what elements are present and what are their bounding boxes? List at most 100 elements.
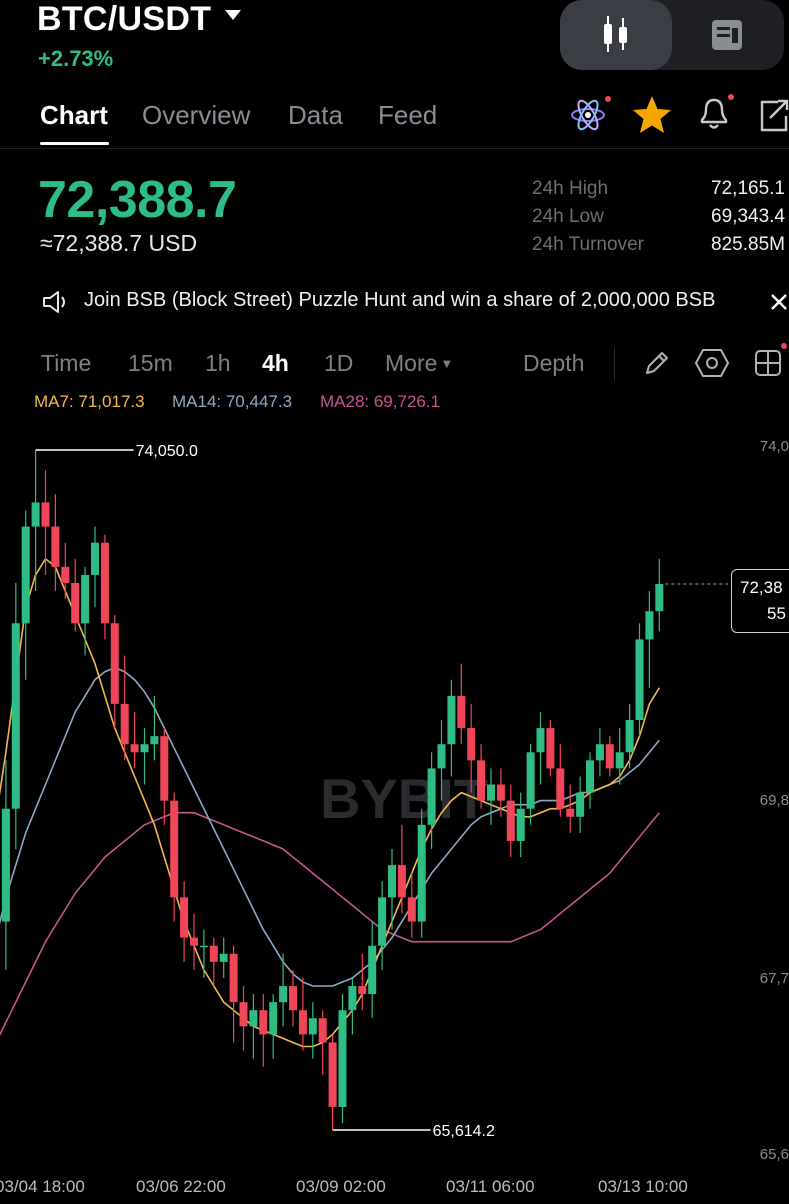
candle-body xyxy=(566,808,575,817)
candle-body xyxy=(595,744,604,761)
tab-overview[interactable]: Overview xyxy=(142,100,251,130)
candle-body xyxy=(120,703,129,745)
ma28-value: MA28: 69,726.1 xyxy=(320,392,441,411)
stat-high-value: 72,165.1 xyxy=(711,178,785,199)
candle-body xyxy=(358,986,367,995)
candle-body xyxy=(41,502,50,527)
last-price: 72,388.7 xyxy=(38,171,237,229)
share-icon[interactable] xyxy=(758,96,789,136)
stat-low-label: 24h Low xyxy=(532,206,604,227)
tab-chart[interactable]: Chart xyxy=(40,100,108,130)
candle-body xyxy=(645,611,654,640)
y-tick: 74,0 xyxy=(759,438,789,455)
candlestick-icon xyxy=(604,16,627,52)
timeframe-1d[interactable]: 1D xyxy=(324,350,354,376)
ma28-line xyxy=(0,811,660,1037)
candle-body xyxy=(605,744,614,769)
candle-body xyxy=(249,1010,258,1027)
announcement-text[interactable]: Join BSB (Block Street) Puzzle Hunt and … xyxy=(84,289,716,311)
high-marker-label: 74,050.0 xyxy=(136,443,198,460)
timeframe-15m[interactable]: 15m xyxy=(128,350,173,376)
timeframe-more[interactable]: More ▼ xyxy=(385,350,453,377)
candlestick-chart[interactable]: BYBIT 74,050.0 65,614.2 xyxy=(0,418,789,1199)
candle-body xyxy=(635,639,644,721)
x-tick: 03/04 18:00 xyxy=(0,1177,85,1196)
candle-body xyxy=(467,728,476,761)
timeframe-4h[interactable]: 4h xyxy=(262,350,289,376)
timeframe-1h[interactable]: 1h xyxy=(205,350,231,376)
tab-data[interactable]: Data xyxy=(288,100,343,130)
candle-body xyxy=(506,800,515,841)
candle-body xyxy=(190,937,198,946)
more-label: More xyxy=(385,350,438,376)
favorite-star-icon[interactable] xyxy=(630,94,674,136)
candle-body xyxy=(199,945,208,948)
candle-body xyxy=(279,986,288,1003)
candle-body xyxy=(516,808,525,841)
candle-body xyxy=(427,768,436,825)
candle-body xyxy=(229,953,238,1003)
close-icon[interactable] xyxy=(768,290,789,314)
candle-body xyxy=(130,744,139,753)
y-tick: 69,8 xyxy=(759,792,789,809)
candle-body xyxy=(338,1010,347,1107)
depth-tab[interactable]: Depth xyxy=(523,350,585,376)
stat-turnover-label: 24h Turnover xyxy=(532,234,644,255)
stat-high-label: 24h High xyxy=(532,178,609,199)
candle-body xyxy=(576,792,585,817)
candle-body xyxy=(269,1002,278,1035)
stat-turnover-value: 825.85M xyxy=(711,234,785,255)
candle-body xyxy=(348,986,357,1011)
indicator-settings-icon[interactable] xyxy=(695,347,729,379)
candle-body xyxy=(209,945,218,962)
stat-low-value: 69,343.4 xyxy=(711,206,785,227)
pencil-draw-icon[interactable] xyxy=(642,348,672,378)
candle-body xyxy=(140,744,149,753)
layout-grid-icon[interactable] xyxy=(753,341,789,379)
candle-body xyxy=(110,623,119,704)
watermark-logo: BYBIT xyxy=(320,767,488,830)
candlestick-view-button[interactable] xyxy=(560,0,672,70)
order-view-button[interactable] xyxy=(672,0,784,70)
candle-body xyxy=(21,526,30,624)
timeframe-time[interactable]: Time xyxy=(41,350,92,376)
candle-body xyxy=(51,526,60,567)
ma14-value: MA14: 70,447.3 xyxy=(172,392,293,411)
toolbar-separator xyxy=(614,347,615,381)
candle-body xyxy=(259,1010,268,1035)
candle-body xyxy=(477,760,486,801)
tab-feed[interactable]: Feed xyxy=(378,100,438,130)
candle-body xyxy=(526,752,535,809)
candle-body xyxy=(71,583,80,624)
bell-icon[interactable] xyxy=(694,92,740,136)
candle-body xyxy=(447,695,456,745)
candle-body xyxy=(328,1042,337,1107)
candle-body xyxy=(298,1010,307,1035)
candle-body xyxy=(487,784,495,801)
header-divider xyxy=(0,148,789,149)
candle-body xyxy=(170,800,179,898)
document-icon xyxy=(712,20,742,50)
candle-body xyxy=(368,945,377,995)
dropdown-caret-icon xyxy=(225,10,242,20)
price-change: +2.73% xyxy=(38,46,114,71)
candle-body xyxy=(100,542,109,624)
candle-body xyxy=(308,1018,317,1035)
atom-ai-icon[interactable] xyxy=(566,95,614,135)
candle-body xyxy=(1,808,10,922)
candle-body xyxy=(150,736,159,745)
candle-body xyxy=(289,986,297,1011)
speaker-icon xyxy=(43,291,65,313)
countdown-label: 55 xyxy=(767,604,786,623)
pair-selector[interactable]: BTC/USDT xyxy=(37,0,242,39)
candle-body xyxy=(397,865,406,898)
ma14-line xyxy=(0,666,660,987)
candle-body xyxy=(318,1018,327,1043)
chart-canvas[interactable]: BYBIT 74,050.0 65,614.2 xyxy=(0,418,789,1199)
x-tick: 03/13 10:00 xyxy=(598,1177,688,1196)
usd-price: ≈72,388.7 USD xyxy=(40,230,198,256)
ma7-line xyxy=(0,557,660,1048)
candle-body xyxy=(11,623,20,809)
candle-body xyxy=(180,897,189,938)
pair-title: BTC/USDT xyxy=(37,0,212,38)
